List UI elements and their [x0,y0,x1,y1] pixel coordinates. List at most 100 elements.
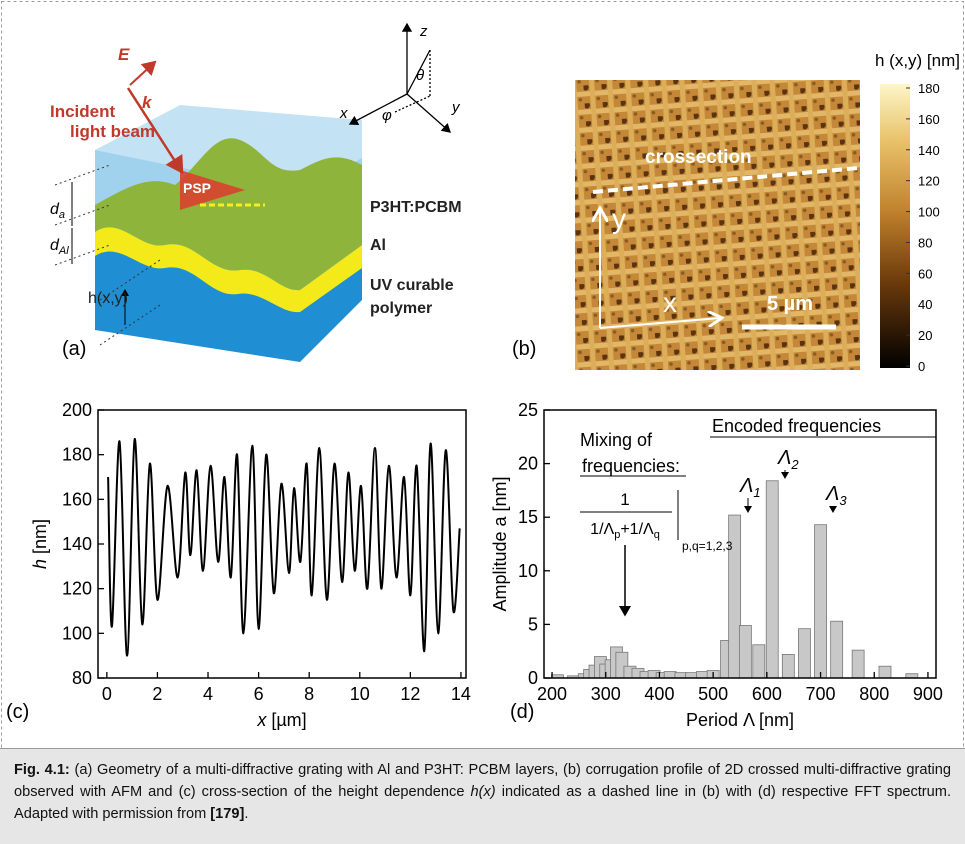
psp-wave [180,170,245,210]
x-tick-label: 6 [254,684,264,704]
x-tick-label: 10 [350,684,370,704]
colorbar [880,84,910,368]
y-tick-label: 25 [518,400,538,420]
colorbar-tick-label: 60 [918,266,932,281]
profile-line [107,438,461,657]
layer-line: polymer [370,300,432,317]
k-label: k [142,93,153,112]
lambda-label: Λ1 [739,475,761,500]
colorbar-tick-label: 160 [918,112,940,127]
bar [752,644,766,679]
coordinate-axes [348,22,451,133]
crossection-label: crossection [645,147,752,168]
al-layer [95,227,362,313]
theta: θ [416,67,424,84]
layer-label: P3HT:PCBM [370,199,462,216]
y-axis-label: h [nm] [30,519,50,569]
e-arrow [129,60,157,86]
base: d [50,201,60,218]
annotation: frequencies: [582,456,680,476]
afm-y: y [612,203,626,234]
formula-denominator: 1/Λp+1/Λq [590,521,660,541]
beam-line: Incident [50,102,116,121]
part: 1/Λ [590,521,614,538]
bar [696,671,709,679]
x-tick-label: 12 [400,684,420,704]
y-tick-label: 200 [62,400,92,420]
dim-lines [54,164,161,346]
bar [851,649,865,679]
sub: 2 [790,457,799,472]
bar [738,625,752,679]
y-tick-label: 100 [62,623,92,643]
beam-line: light beam [70,122,155,141]
y-tick-label: 20 [518,454,538,474]
caption-text: indicated as a dashed line in (b) with (… [14,784,951,822]
layer-label: UV curable polymer [370,277,454,317]
bar [878,665,892,679]
caption-ref: [179] [210,806,245,822]
y-tick-label: 15 [518,507,538,527]
caption: Fig. 4.1: (a) Geometry of a multi-diffra… [0,748,965,844]
bar [798,628,811,679]
var: x [256,710,267,730]
panel-label: (a) [62,338,86,360]
x-axis-label: x [µm] [256,710,306,730]
caption-label: Fig. 4.1: [14,762,70,778]
beam-label: Incident light beam [50,102,155,141]
sub: q [654,529,660,541]
colorbar-tick-label: 140 [918,143,940,158]
y-tick-label: 0 [528,668,538,688]
panel-b: crossection y x 5 µm h (x,y) [nm] (b) [512,51,960,370]
axis-z: z [419,23,428,40]
part: +1/Λ [620,521,654,538]
y-tick-label: 5 [528,614,538,634]
caption-text: . [244,806,249,822]
layer-line: UV curable [370,277,454,294]
formula-numerator: 1 [620,490,629,509]
phi: φ [382,107,392,124]
height-label: h(x,y) [88,290,128,307]
sub: a [59,209,65,221]
colorbar-tick-label: 0 [918,359,925,374]
incident-beam [126,87,184,175]
lambda-label: Λ2 [777,447,799,472]
y-tick-label: 160 [62,489,92,509]
psp-label: PSP [183,180,211,196]
base: Λ [739,475,753,497]
panel-label: (d) [510,701,534,723]
y-tick-label: 120 [62,579,92,599]
sub: 3 [839,493,847,508]
e-label: E [118,45,130,64]
da-label: da [50,201,65,221]
caption-text: (a) Geometry of a multi-diffractive grat… [14,762,951,800]
base: Λ [825,483,839,505]
lambda-label: Λ3 [825,483,847,508]
x-tick-label: 500 [698,684,728,704]
base: d [50,237,60,254]
y-tick-label: 80 [72,668,92,688]
bar [765,480,779,679]
x-tick-label: 300 [591,684,621,704]
x-tick-label: 900 [913,684,943,704]
x-tick-label: 600 [752,684,782,704]
panel-label: (c) [6,701,29,723]
x-tick-label: 400 [644,684,674,704]
bar [663,671,677,679]
colorbar-tick-label: 100 [918,205,940,220]
x-tick-label: 4 [203,684,213,704]
plot-frame [543,409,937,679]
colorbar-tick-label: 80 [918,235,932,250]
x-axis-label: Period Λ [nm] [686,710,794,730]
bar [830,620,844,679]
base: Λ [777,447,791,469]
panel-label: (b) [512,338,536,360]
unit: [µm] [266,710,306,730]
dal-label: dAl [50,237,69,257]
y-tick-label: 180 [62,445,92,465]
x-tick-label: 200 [537,684,567,704]
x-tick-label: 8 [304,684,314,704]
axis-x: x [339,105,348,122]
